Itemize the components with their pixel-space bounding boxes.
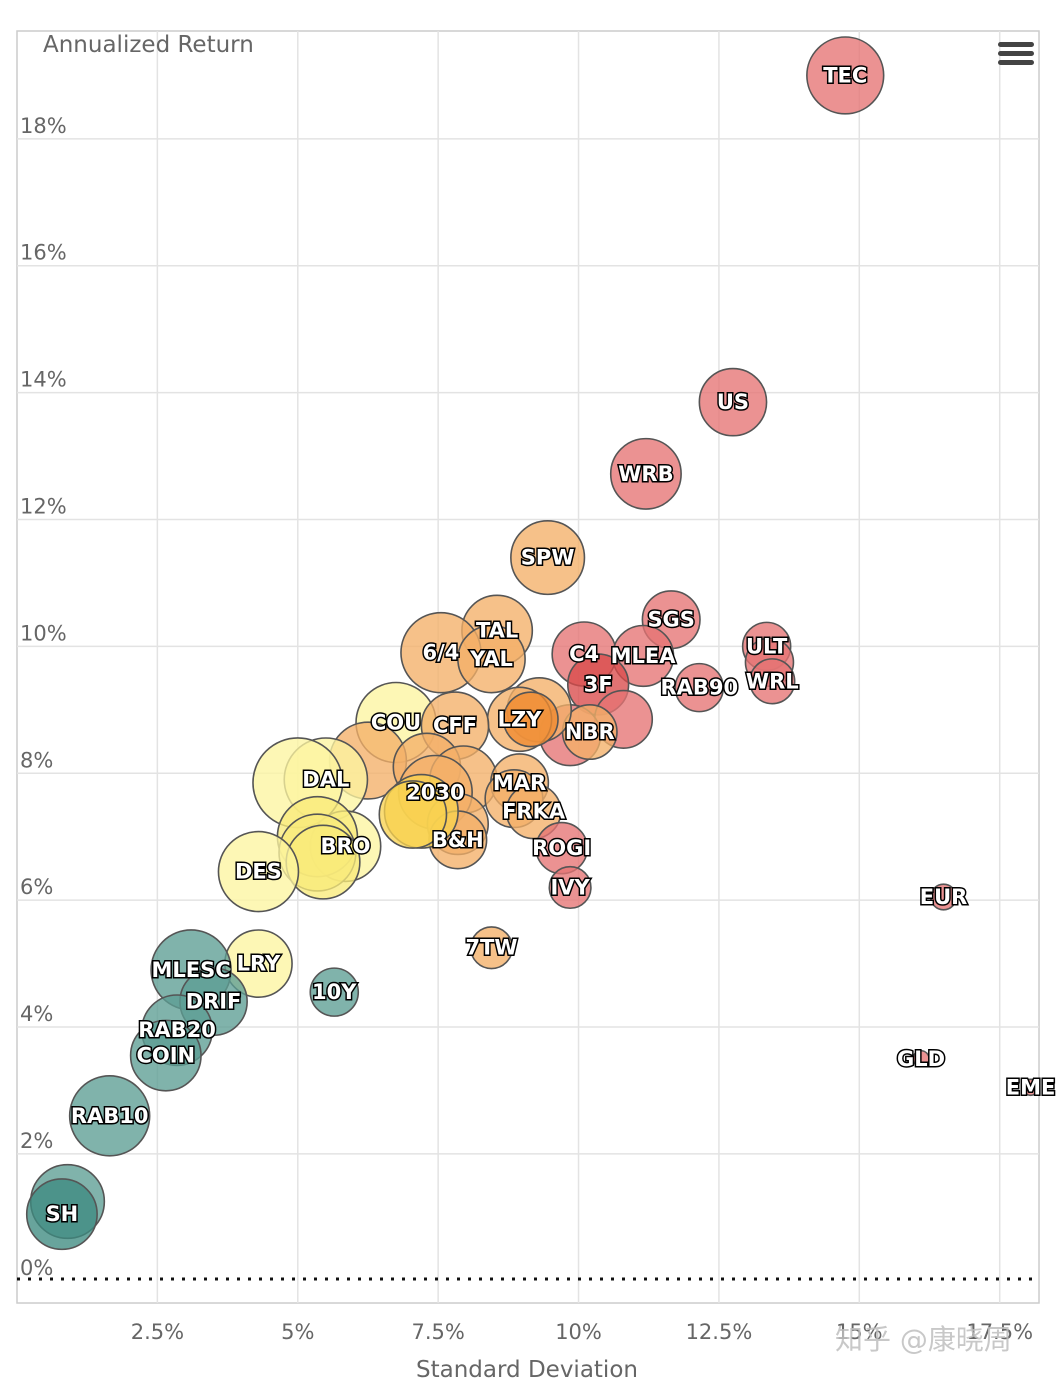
y-tick-label-8: 16% (20, 241, 67, 265)
bubble-label-ivy: IVY (550, 875, 590, 899)
bubble-label-us: US (717, 390, 749, 414)
bubble-rab10[interactable] (68, 1075, 151, 1157)
bubble-wrb[interactable] (609, 437, 682, 510)
bubble-label-3f: 3F (584, 672, 613, 696)
bubble-wrl[interactable] (749, 658, 796, 705)
bubble-yal[interactable] (457, 624, 526, 694)
y-tick-label-5: 10% (20, 621, 67, 645)
bubble-label-sh: SH (46, 1202, 79, 1226)
x-tick-label-0: 2.5% (131, 1320, 184, 1344)
x-tick-label-2: 7.5% (411, 1320, 464, 1344)
bubble-label-mlea: MLEA (611, 644, 677, 668)
bubble-label-spw: SPW (521, 546, 575, 570)
bubble-eur[interactable] (929, 883, 958, 911)
y-tick-label-9: 18% (20, 114, 67, 138)
bubble-label-mar: MAR (493, 771, 546, 795)
bubble-label-gld: GLD (897, 1047, 945, 1071)
watermark: 知乎 @康晓周 (835, 1323, 1012, 1356)
bubble-label-wrb: WRB (618, 462, 673, 486)
bubble-mlea[interactable] (611, 624, 675, 688)
bubble-label-des: DES (235, 860, 282, 884)
bubble-label-tal: TAL (476, 619, 518, 643)
y-tick-label-7: 14% (20, 368, 67, 392)
bubble-label-lry: LRY (237, 952, 281, 976)
bubble-label-c4: C4 (569, 642, 599, 666)
bubble-label-ult: ULT (746, 634, 788, 658)
y-tick-label-3: 6% (20, 875, 53, 899)
hamburger-menu-icon[interactable] (996, 38, 1036, 74)
bubble-label-rab10: RAB10 (71, 1104, 149, 1128)
x-axis-title: Standard Deviation (416, 1357, 638, 1383)
bubble-sh[interactable] (25, 1178, 98, 1251)
bubble-7tw[interactable] (469, 926, 514, 970)
bubble-frka[interactable] (505, 783, 562, 840)
bubble-label-wrl: WRL (746, 669, 799, 693)
bubble-label-drif: DRIF (186, 990, 242, 1014)
bubbles (25, 36, 1040, 1251)
x-tick-label-4: 12.5% (686, 1320, 753, 1344)
bubble-unlabeled-20[interactable] (502, 691, 559, 748)
bubble-label-eme: EME (1006, 1075, 1056, 1099)
bubble-us[interactable] (698, 367, 768, 437)
bubble-label-eur: EUR (920, 885, 968, 909)
bubble-label-nbr: NBR (565, 720, 615, 744)
y-tick-label-6: 12% (20, 494, 67, 518)
bubble-spw[interactable] (510, 519, 586, 596)
y-axis-title: Annualized Return (43, 32, 254, 58)
bubble-tec[interactable] (806, 36, 885, 115)
bubble-label-dal: DAL (302, 768, 349, 792)
bubble-ivy[interactable] (548, 865, 592, 910)
bubble-label-coin: COIN (136, 1044, 195, 1068)
bubble-gld[interactable] (912, 1049, 930, 1068)
x-tick-label-6: 17.5% (966, 1320, 1033, 1344)
bubble-label-10y: 10Y (312, 980, 357, 1004)
bubble-10y[interactable] (309, 967, 360, 1017)
bubble-label-frka: FRKA (502, 799, 566, 823)
bubble-label-rab90: RAB90 (660, 676, 738, 700)
bubble-coin[interactable] (129, 1019, 202, 1092)
bubble-label-bro: BRO (320, 834, 370, 858)
bubble-label-rogi: ROGI (532, 836, 591, 860)
x-tick-label-3: 10% (555, 1320, 602, 1344)
bubble-label-sgs: SGS (647, 608, 695, 632)
bubble-label-bh: B&H (432, 828, 484, 852)
bubble-label-lzy: LZY (498, 707, 543, 731)
x-tick-label-5: 15% (836, 1320, 883, 1344)
y-tick-label-0: 0% (20, 1256, 53, 1280)
bubble-label-yal: YAL (469, 647, 513, 671)
bubble-unlabeled-30[interactable] (378, 780, 448, 849)
plot-border (16, 30, 1040, 1304)
bubble-des[interactable] (217, 830, 300, 913)
y-gridlines (17, 138, 1039, 1155)
bubble-label-tec: TEC (823, 63, 867, 87)
bubble-label-mlesc: MLESC (151, 958, 230, 982)
bubble-label-64: 6/4 (423, 641, 460, 665)
bubble-label-cff: CFF (433, 714, 477, 738)
x-tick-labels: 2.5% 5% 7.5% 10% 12.5% 15% 17.5% (131, 1320, 1033, 1344)
bubble-labels: TEC US WRB SPW SGS ULT WRL RAB90 TAL 6/4 YAL C4 MLEA… (44, 62, 1057, 1228)
bubble-label-cou: COU (371, 711, 421, 735)
y-tick-labels: 0% 2% 4% 6% 8% 10% 12% 14% 16% 18% (20, 114, 67, 1280)
x-tick-label-1: 5% (281, 1320, 314, 1344)
bubble-label-rab20: RAB20 (138, 1018, 216, 1042)
bubble-rab90[interactable] (674, 662, 725, 713)
bubble-label-7tw: 7TW (465, 936, 517, 960)
y-tick-label-1: 2% (20, 1129, 53, 1153)
y-tick-label-2: 4% (20, 1002, 53, 1026)
y-tick-label-4: 8% (20, 748, 53, 772)
bubble-label-2030: 2030 (406, 780, 464, 804)
bubble-eme[interactable] (1021, 1078, 1040, 1097)
